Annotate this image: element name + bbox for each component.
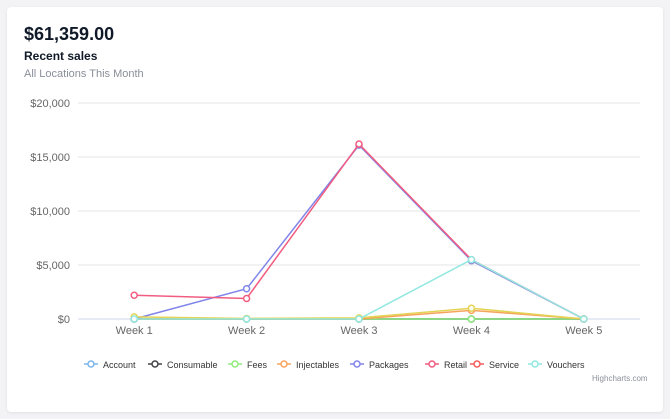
data-point[interactable] bbox=[242, 285, 251, 293]
legend-item-service[interactable]: Service bbox=[489, 360, 519, 370]
data-point[interactable] bbox=[467, 304, 476, 312]
y-tick-label: $20,000 bbox=[30, 98, 70, 110]
y-tick-label: $10,000 bbox=[30, 206, 70, 218]
card-subtitle: All Locations This Month bbox=[24, 68, 144, 80]
legend-item-consumable[interactable]: Consumable bbox=[167, 360, 218, 370]
total-amount: $61,359.00 bbox=[24, 24, 115, 44]
x-tick-label: Week 5 bbox=[565, 325, 602, 337]
x-tick-label: Week 1 bbox=[116, 325, 153, 337]
data-point[interactable] bbox=[467, 315, 476, 323]
data-point[interactable] bbox=[580, 315, 588, 323]
legend-item-fees[interactable]: Fees bbox=[247, 360, 268, 370]
y-tick-label: $5,000 bbox=[36, 260, 70, 272]
sales-card bbox=[7, 7, 663, 412]
legend-symbol-marker bbox=[353, 360, 361, 368]
x-tick-label: Week 4 bbox=[453, 325, 490, 337]
legend-item-account[interactable]: Account bbox=[103, 360, 136, 370]
series-line-vouchers bbox=[134, 258, 585, 320]
data-point[interactable] bbox=[130, 315, 138, 323]
x-tick-label: Week 3 bbox=[340, 325, 377, 337]
series-line-packages bbox=[134, 143, 585, 320]
data-point[interactable] bbox=[355, 315, 363, 323]
legend-symbol-marker bbox=[473, 360, 481, 368]
legend-item-retail[interactable]: Retail bbox=[444, 360, 467, 370]
y-tick-label: $0 bbox=[58, 314, 70, 326]
data-point[interactable] bbox=[242, 315, 251, 323]
data-point[interactable] bbox=[242, 294, 251, 303]
legend-item-injectables[interactable]: Injectables bbox=[296, 360, 340, 370]
y-tick-label: $15,000 bbox=[30, 152, 70, 164]
legend-symbol-marker bbox=[231, 360, 239, 368]
data-point[interactable] bbox=[467, 255, 476, 264]
x-tick-label: Week 2 bbox=[228, 325, 265, 337]
series-line-retail bbox=[134, 142, 585, 320]
legend-symbol-marker bbox=[531, 360, 539, 368]
card-title: Recent sales bbox=[24, 49, 98, 63]
legend-symbol-marker bbox=[428, 360, 436, 368]
data-point[interactable] bbox=[355, 140, 363, 148]
data-point[interactable] bbox=[130, 291, 138, 299]
legend-symbol-marker bbox=[87, 360, 95, 368]
legend-symbol-marker bbox=[280, 360, 288, 368]
chart-credit[interactable]: Highcharts.com bbox=[592, 374, 648, 383]
legend-symbol-marker bbox=[151, 360, 159, 368]
legend-item-packages[interactable]: Packages bbox=[369, 360, 409, 370]
legend-item-vouchers[interactable]: Vouchers bbox=[547, 360, 585, 370]
